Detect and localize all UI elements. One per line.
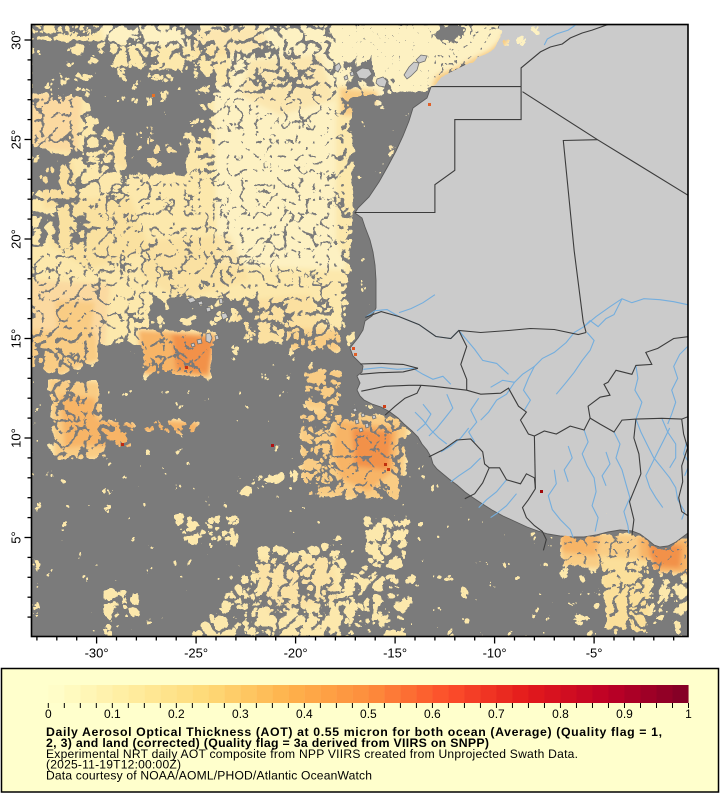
svg-text:30°: 30°: [9, 30, 24, 50]
svg-text:0.4: 0.4: [296, 707, 313, 721]
svg-text:Experimental NRT daily AOT com: Experimental NRT daily AOT composite fro…: [46, 747, 578, 761]
svg-text:0: 0: [45, 707, 52, 721]
svg-text:-5°: -5°: [586, 646, 603, 661]
svg-text:5°: 5°: [9, 531, 24, 543]
svg-text:0.2: 0.2: [168, 707, 185, 721]
svg-text:0.7: 0.7: [488, 707, 505, 721]
svg-text:0.5: 0.5: [360, 707, 377, 721]
svg-text:0.9: 0.9: [616, 707, 633, 721]
svg-text:1: 1: [685, 707, 692, 721]
svg-text:0.1: 0.1: [104, 707, 121, 721]
svg-text:-20°: -20°: [284, 646, 308, 661]
svg-text:-15°: -15°: [383, 646, 407, 661]
svg-text:(2025-11-19T12:00:00Z): (2025-11-19T12:00:00Z): [46, 758, 181, 772]
svg-text:-10°: -10°: [483, 646, 507, 661]
svg-text:0.8: 0.8: [552, 707, 569, 721]
svg-text:25°: 25°: [9, 130, 24, 150]
svg-text:Data courtesy of NOAA/AOML/PHO: Data courtesy of NOAA/AOML/PHOD/Atlantic…: [46, 769, 372, 783]
svg-text:10°: 10°: [9, 428, 24, 448]
svg-text:Daily Aerosol Optical Thicknes: Daily Aerosol Optical Thickness (AOT) at…: [46, 725, 662, 739]
svg-text:20°: 20°: [9, 229, 24, 249]
svg-text:-25°: -25°: [184, 646, 208, 661]
svg-text:0.3: 0.3: [232, 707, 249, 721]
svg-text:-30°: -30°: [85, 646, 109, 661]
svg-text:0.6: 0.6: [424, 707, 441, 721]
svg-text:2, 3) and land (corrected) (Qu: 2, 3) and land (corrected) (Quality flag…: [46, 736, 489, 750]
svg-text:15°: 15°: [9, 329, 24, 349]
